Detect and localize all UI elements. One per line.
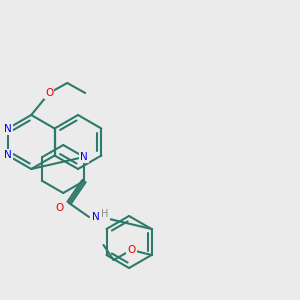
Text: O: O <box>55 203 63 213</box>
Text: N: N <box>92 212 100 222</box>
Text: O: O <box>45 88 53 98</box>
Text: H: H <box>101 209 109 219</box>
Text: N: N <box>4 124 12 134</box>
Text: N: N <box>80 152 88 162</box>
Text: N: N <box>4 151 12 160</box>
Text: O: O <box>128 245 136 255</box>
